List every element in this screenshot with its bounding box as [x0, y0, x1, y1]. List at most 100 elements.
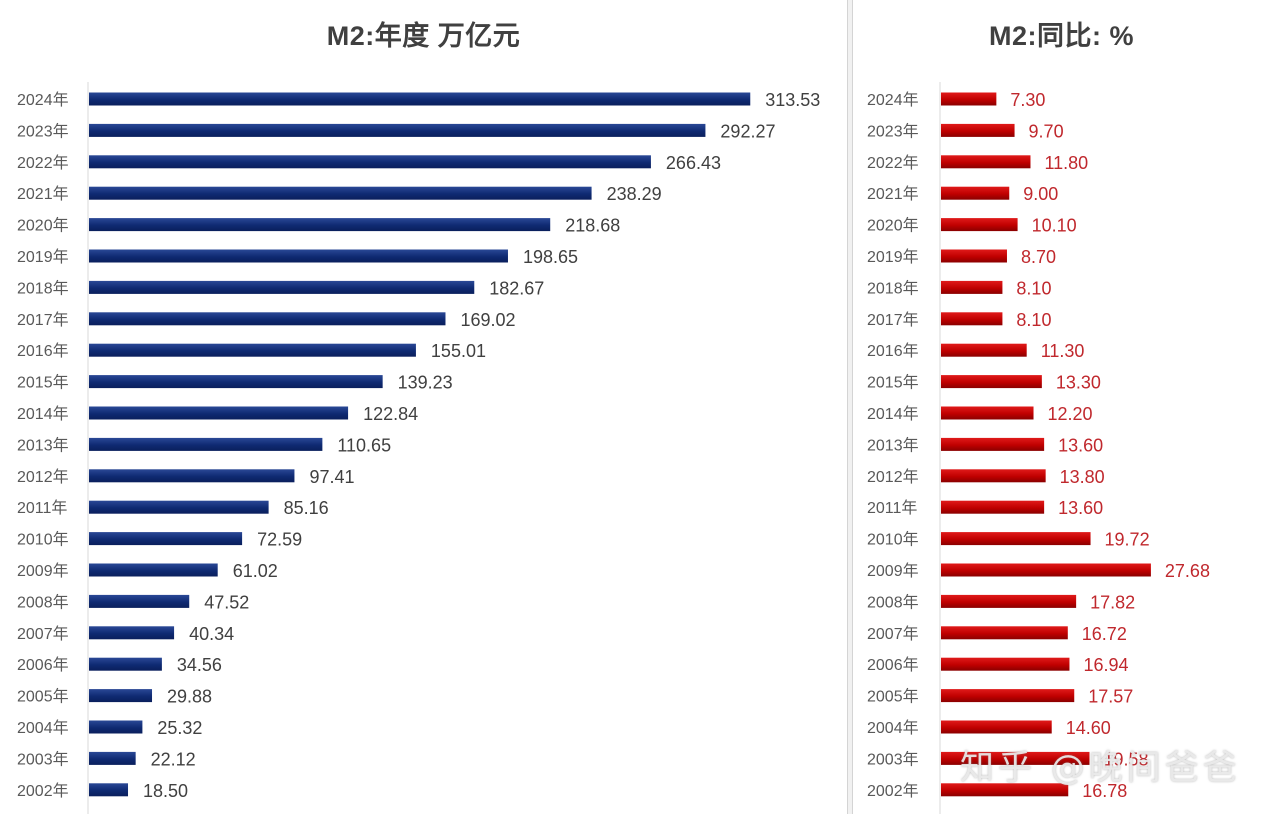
category-tick-label: 2003年 — [17, 750, 69, 768]
bar — [941, 626, 1068, 640]
category-tick-label: 2020年 — [867, 217, 919, 235]
category-tick-label: 2005年 — [17, 688, 69, 706]
bar — [89, 92, 751, 106]
bar — [941, 218, 1018, 232]
bar — [89, 751, 136, 765]
bar — [89, 312, 446, 326]
category-tick-label: 2005年 — [867, 688, 919, 706]
bar — [89, 783, 129, 797]
bar — [89, 657, 162, 671]
data-label: 182.67 — [489, 278, 544, 298]
data-label: 313.53 — [765, 90, 820, 110]
category-tick-label: 2013年 — [17, 436, 69, 454]
category-tick-label: 2006年 — [867, 656, 919, 674]
bar — [89, 626, 175, 640]
data-label: 8.10 — [1016, 310, 1051, 330]
category-tick-label: 2016年 — [17, 342, 69, 360]
data-label: 72.59 — [257, 530, 302, 550]
bar — [941, 123, 1015, 137]
bar — [941, 343, 1027, 357]
category-tick-label: 2007年 — [867, 625, 919, 643]
category-tick-label: 2009年 — [867, 562, 919, 580]
category-tick-label: 2019年 — [867, 248, 919, 266]
data-label: 27.68 — [1165, 561, 1210, 581]
bar — [89, 500, 269, 514]
category-tick-label: 2013年 — [867, 436, 919, 454]
bar-chart-m2-yoy: 2024年 7.30 2023年 9.70 2022年 11.80 2021年 9.00 202… — [867, 82, 1210, 814]
data-label: 11.80 — [1044, 153, 1088, 173]
data-label: 13.60 — [1058, 498, 1103, 518]
category-tick-label: 2003年 — [867, 750, 919, 768]
data-label: 40.34 — [189, 624, 234, 644]
bar — [941, 657, 1070, 671]
data-label: 198.65 — [523, 247, 578, 267]
data-label: 17.82 — [1090, 592, 1135, 612]
category-tick-label: 2007年 — [17, 625, 69, 643]
category-tick-label: 2020年 — [17, 217, 69, 235]
category-tick-label: 2021年 — [17, 185, 69, 203]
category-tick-label: 2008年 — [867, 593, 919, 611]
panel-divider — [848, 0, 852, 814]
category-tick-label: 2017年 — [867, 311, 919, 329]
category-tick-label: 2002年 — [17, 782, 69, 800]
data-label: 266.43 — [666, 153, 721, 173]
category-tick-label: 2018年 — [17, 279, 69, 297]
category-tick-label: 2022年 — [17, 154, 69, 172]
category-tick-label: 2011年 — [867, 499, 917, 517]
bar — [941, 186, 1010, 200]
data-label: 19.58 — [1103, 749, 1148, 769]
category-tick-label: 2002年 — [867, 782, 919, 800]
data-label: 18.50 — [143, 781, 188, 801]
data-label: 29.88 — [167, 687, 212, 707]
category-tick-label: 2024年 — [867, 91, 919, 109]
data-label: 85.16 — [284, 498, 329, 518]
data-label: 61.02 — [233, 561, 278, 581]
data-label: 97.41 — [309, 467, 354, 487]
category-tick-label: 2023年 — [867, 122, 919, 140]
bar — [89, 563, 218, 577]
bar — [89, 375, 383, 389]
bar — [941, 437, 1045, 451]
data-label: 11.30 — [1041, 341, 1085, 361]
category-tick-label: 2014年 — [867, 405, 919, 423]
data-label: 139.23 — [398, 373, 453, 393]
category-tick-label: 2004年 — [17, 719, 69, 737]
bar — [941, 469, 1046, 483]
category-tick-label: 2017年 — [17, 311, 69, 329]
data-label: 34.56 — [177, 655, 222, 675]
data-label: 292.27 — [720, 121, 775, 141]
data-label: 25.32 — [157, 718, 202, 738]
data-label: 16.78 — [1082, 781, 1127, 801]
bar — [941, 689, 1075, 703]
bar — [89, 689, 153, 703]
category-tick-label: 2022年 — [867, 154, 919, 172]
chart-panel-m2-annual: M2:年度 万亿元 2024年 313.53 2023年 292.27 2022年 266… — [17, 0, 848, 814]
category-tick-label: 2019年 — [17, 248, 69, 266]
category-tick-label: 2010年 — [17, 531, 69, 549]
chart-panel-m2-yoy: M2:同比: % 2024年 7.30 2023年 9.70 2022年 11.80 202… — [852, 0, 1269, 814]
bar-chart-m2-annual: 2024年 313.53 2023年 292.27 2022年 266.43 2021年 23… — [17, 82, 820, 814]
bar — [941, 532, 1091, 546]
category-tick-label: 2018年 — [867, 279, 919, 297]
data-label: 17.57 — [1088, 687, 1133, 707]
bar — [941, 563, 1151, 577]
category-tick-label: 2015年 — [867, 374, 919, 392]
category-tick-label: 2016年 — [867, 342, 919, 360]
data-label: 110.65 — [337, 435, 391, 455]
category-tick-label: 2009年 — [17, 562, 69, 580]
data-label: 13.60 — [1058, 435, 1103, 455]
bar — [941, 280, 1003, 294]
bar — [941, 155, 1031, 169]
category-tick-label: 2010年 — [867, 531, 919, 549]
bar — [89, 406, 349, 420]
data-label: 218.68 — [565, 216, 620, 236]
category-tick-label: 2015年 — [17, 374, 69, 392]
data-label: 12.20 — [1048, 404, 1093, 424]
bar — [89, 469, 295, 483]
bar — [941, 406, 1034, 420]
category-tick-label: 2012年 — [867, 468, 919, 486]
category-tick-label: 2012年 — [17, 468, 69, 486]
bar — [89, 280, 475, 294]
category-tick-label: 2021年 — [867, 185, 919, 203]
category-tick-label: 2004年 — [867, 719, 919, 737]
